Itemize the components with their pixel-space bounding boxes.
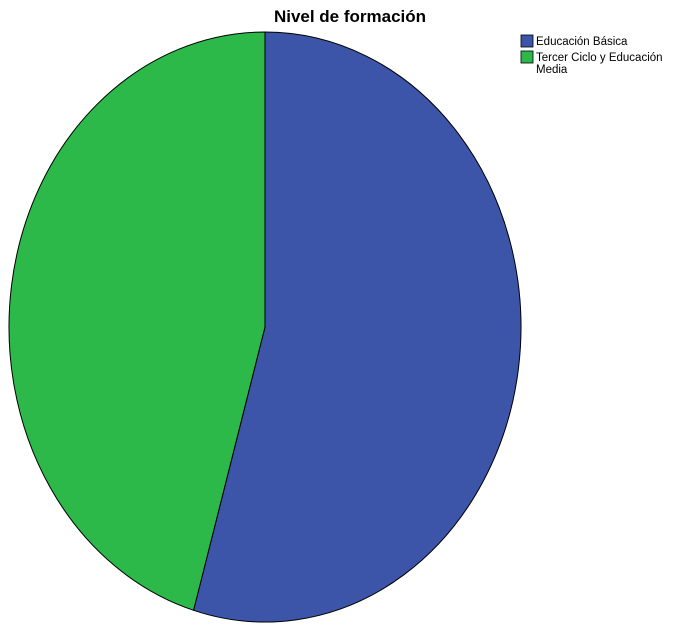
legend-label-2-line-2: Media bbox=[536, 64, 568, 76]
pie-slice-1 bbox=[193, 31, 522, 623]
legend-swatch-2 bbox=[520, 50, 534, 64]
pie-slice-2 bbox=[8, 31, 266, 611]
chart-title: Nivel de formación bbox=[274, 7, 426, 26]
legend-swatch-1 bbox=[520, 34, 534, 48]
pie-slices bbox=[8, 31, 522, 623]
legend-label-1-line-1: Educación Básica bbox=[536, 36, 628, 48]
legend: Educación Básica Tercer Ciclo y Educación… bbox=[520, 34, 663, 76]
legend-label-2-line-1: Tercer Ciclo y Educación bbox=[536, 52, 663, 64]
